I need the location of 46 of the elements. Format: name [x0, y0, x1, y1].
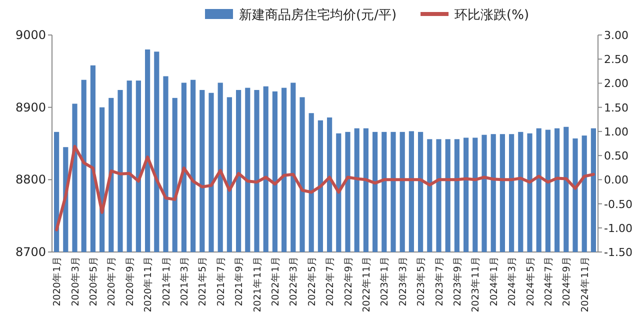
x-tick-label: 2023年7月 [433, 256, 446, 306]
x-tick-label: 2023年5月 [415, 256, 428, 306]
x-tick-label: 2024年3月 [506, 256, 518, 306]
x-tick-label: 2021年1月 [160, 256, 172, 306]
x-tick-label: 2024年7月 [542, 256, 554, 306]
y2-tick-label: -1.50 [604, 246, 632, 259]
x-tick-label: 2021年9月 [233, 256, 246, 306]
legend-label: 新建商品房住宅均价(元/平) [239, 7, 397, 23]
y-tick-label: 8700 [15, 245, 46, 259]
y2-tick-label: -0.50 [604, 198, 632, 211]
x-tick-label: 2022年3月 [288, 256, 300, 306]
y2-tick-label: 1.50 [604, 101, 628, 114]
x-tick-label: 2024年11月 [578, 256, 591, 312]
x-tick-label: 2020年9月 [124, 256, 136, 306]
y-tick-label: 9000 [15, 28, 46, 42]
y2-tick-label: 0.00 [604, 174, 628, 187]
y2-tick-label: -1.00 [604, 222, 632, 235]
x-tick-label: 2021年11月 [251, 256, 264, 312]
x-tick-label: 2023年3月 [396, 256, 409, 306]
y2-tick-label: 2.50 [604, 53, 628, 66]
y-tick-label: 8900 [15, 100, 46, 114]
y-tick-label: 8800 [15, 172, 46, 187]
x-tick-label: 2020年3月 [69, 256, 82, 306]
x-tick-label: 2022年11月 [360, 256, 372, 312]
x-tick-label: 2020年7月 [106, 256, 118, 306]
y2-tick-label: 0.50 [604, 150, 628, 163]
x-tick-label: 2022年1月 [269, 256, 282, 306]
x-tick-label: 2023年1月 [378, 256, 391, 306]
x-tick-label: 2023年11月 [470, 256, 482, 312]
x-tick-label: 2021年7月 [214, 256, 227, 306]
legend-label: 环比涨跌(%) [454, 8, 530, 23]
y2-tick-label: 3.00 [604, 29, 628, 42]
x-tick-label: 2020年5月 [87, 256, 100, 306]
x-tick-label: 2020年11月 [142, 256, 154, 312]
x-tick-label: 2024年1月 [488, 256, 500, 306]
x-tick-label: 2020年1月 [51, 256, 64, 306]
x-tick-label: 2024年9月 [560, 256, 573, 306]
x-tick-label: 2021年3月 [178, 256, 190, 306]
x-tick-label: 2022年9月 [342, 256, 354, 306]
x-tick-label: 2023年9月 [451, 256, 464, 306]
x-tick-label: 2024年5月 [524, 256, 536, 306]
y2-tick-label: 2.00 [604, 77, 628, 90]
y2-tick-label: 1.00 [604, 125, 628, 138]
x-tick-label: 2021年5月 [196, 256, 209, 306]
x-tick-label: 2022年7月 [324, 256, 336, 306]
x-tick-label: 2022年5月 [306, 256, 318, 306]
